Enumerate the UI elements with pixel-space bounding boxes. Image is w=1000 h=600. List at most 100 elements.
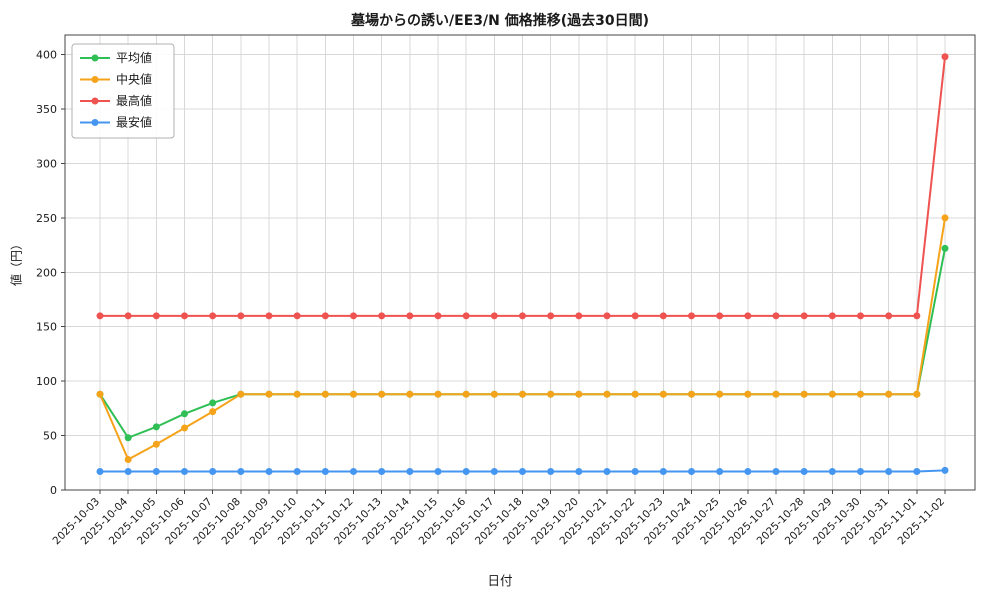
series-median-marker bbox=[547, 390, 555, 398]
series-max-marker bbox=[490, 312, 498, 320]
series-min-marker bbox=[237, 467, 245, 475]
legend-label-median: 中央値 bbox=[116, 72, 152, 87]
series-min-marker bbox=[857, 467, 864, 475]
series-median-marker bbox=[237, 390, 245, 398]
series-max-marker bbox=[659, 312, 667, 320]
series-median-marker bbox=[659, 390, 667, 398]
series-median-marker bbox=[181, 424, 188, 432]
y-tick-label: 100 bbox=[36, 375, 57, 388]
series-median-marker bbox=[519, 390, 526, 398]
series-min-marker bbox=[462, 467, 470, 475]
series-median bbox=[96, 214, 949, 464]
series-average-marker bbox=[941, 244, 949, 252]
series-min-marker bbox=[350, 467, 357, 475]
series-max-marker bbox=[547, 312, 555, 320]
series-average-marker bbox=[124, 434, 132, 442]
series-min-marker bbox=[913, 467, 921, 475]
series-min-marker bbox=[800, 467, 808, 475]
series-min-marker bbox=[603, 467, 611, 475]
series-min-marker bbox=[659, 467, 667, 475]
series-max-marker bbox=[631, 312, 639, 320]
series-min-marker bbox=[181, 467, 188, 475]
series-min-marker bbox=[716, 467, 724, 475]
series-max-marker bbox=[181, 312, 188, 320]
series-median-marker bbox=[716, 390, 724, 398]
series-min-marker bbox=[575, 467, 583, 475]
series-median-marker bbox=[575, 390, 583, 398]
series-min-marker bbox=[265, 467, 273, 475]
series-min-marker bbox=[321, 467, 329, 475]
series-median-marker bbox=[152, 440, 160, 448]
series-max-marker bbox=[828, 312, 836, 320]
series-max-marker bbox=[688, 312, 695, 320]
series-min-marker bbox=[744, 467, 752, 475]
series-min-marker bbox=[631, 467, 639, 475]
series-median-marker bbox=[828, 390, 836, 398]
legend-label-max: 最高値 bbox=[116, 93, 152, 108]
series-max bbox=[96, 53, 949, 320]
series-max-marker bbox=[519, 312, 526, 320]
y-tick-label: 150 bbox=[36, 321, 57, 334]
series-min-marker bbox=[547, 467, 555, 475]
legend-marker-min bbox=[91, 119, 99, 126]
series-median-marker bbox=[800, 390, 808, 398]
series-max-marker bbox=[434, 312, 442, 320]
series-min-marker bbox=[772, 467, 780, 475]
legend-item-min: 最安値 bbox=[80, 115, 152, 130]
series-max-marker bbox=[716, 312, 724, 320]
y-tick-label: 350 bbox=[36, 103, 57, 116]
legend-box bbox=[71, 43, 175, 139]
series-median-marker bbox=[321, 390, 329, 398]
series-min-marker bbox=[828, 467, 836, 475]
series-max-marker bbox=[378, 312, 386, 320]
y-axis-label: 値（円） bbox=[9, 237, 24, 287]
series-median-marker bbox=[688, 390, 695, 398]
legend-marker-average bbox=[91, 54, 99, 62]
series-max-marker bbox=[941, 53, 949, 61]
series-median-marker bbox=[857, 390, 864, 398]
series-median-marker bbox=[350, 390, 357, 398]
series-median-marker bbox=[490, 390, 498, 398]
series-min-marker bbox=[378, 467, 386, 475]
legend-marker-median bbox=[91, 76, 99, 83]
series-min-marker bbox=[209, 467, 217, 475]
series-median-marker bbox=[631, 390, 639, 398]
series-median-marker bbox=[603, 390, 611, 398]
series-median-marker bbox=[124, 456, 132, 464]
series-median-marker bbox=[885, 390, 893, 398]
legend-label-average: 平均値 bbox=[116, 50, 152, 65]
series-average-marker bbox=[152, 423, 160, 431]
series-max-marker bbox=[772, 312, 780, 320]
series-average-marker bbox=[181, 410, 188, 418]
series-median-marker bbox=[434, 390, 442, 398]
series-max-marker bbox=[350, 312, 357, 320]
series-max-marker bbox=[237, 312, 245, 320]
y-tick-label: 300 bbox=[36, 157, 57, 170]
series-min-marker bbox=[885, 467, 893, 475]
series-min-marker bbox=[406, 467, 414, 475]
series-min-marker bbox=[124, 467, 132, 475]
series-average-marker bbox=[209, 399, 217, 407]
y-tick-label: 400 bbox=[36, 49, 57, 62]
series-max-marker bbox=[603, 312, 611, 320]
series-median-marker bbox=[772, 390, 780, 398]
series-median-marker bbox=[96, 390, 104, 398]
y-tick-label: 50 bbox=[43, 430, 57, 443]
series-max-marker bbox=[265, 312, 273, 320]
series-min-marker bbox=[941, 466, 949, 474]
series-median-marker bbox=[462, 390, 470, 398]
series-min-marker bbox=[96, 467, 104, 475]
series-median-marker bbox=[913, 390, 921, 398]
series-min-marker bbox=[519, 467, 526, 475]
series-median-marker bbox=[265, 390, 273, 398]
series-max-marker bbox=[152, 312, 160, 320]
legend-item-average: 平均値 bbox=[80, 50, 152, 65]
x-axis-label: 日付 bbox=[487, 573, 513, 588]
legend-marker-max bbox=[91, 97, 99, 105]
y-tick-label: 200 bbox=[36, 266, 57, 279]
series-max-marker bbox=[575, 312, 583, 320]
series-median-marker bbox=[293, 390, 301, 398]
